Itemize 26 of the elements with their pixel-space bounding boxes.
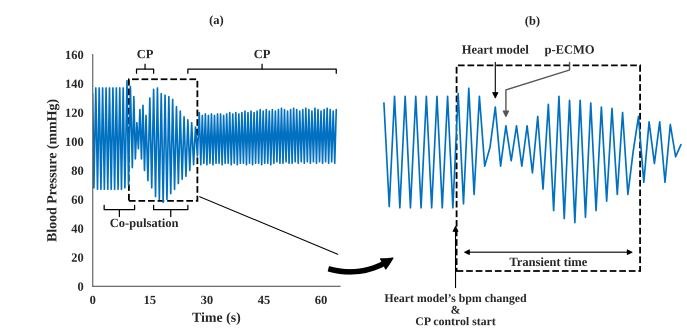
annotation: CP bbox=[137, 50, 154, 58]
y-tick-label: 160 bbox=[66, 50, 84, 60]
text: p-ECMO bbox=[544, 45, 594, 56]
y-tick-label: 140 bbox=[66, 80, 84, 88]
x-tick-label: 30 bbox=[201, 296, 213, 304]
x-tick-label: 15 bbox=[144, 296, 156, 304]
line-series bbox=[92, 80, 338, 204]
y-tick-label: 0 bbox=[78, 282, 84, 291]
y-tick-label: 20 bbox=[72, 253, 84, 262]
y-tick-label: 80 bbox=[72, 166, 84, 175]
x-tick-label: 60 bbox=[315, 296, 327, 304]
y-axis-title: Blood Pressure (mmHg) bbox=[46, 100, 60, 242]
y-tick-label: 40 bbox=[71, 224, 84, 233]
annotation: Co-pulsation bbox=[110, 218, 178, 230]
y-tick-label: 100 bbox=[66, 138, 84, 146]
chart-title: (b) bbox=[525, 16, 540, 28]
x-tick-label: 0 bbox=[90, 296, 96, 304]
x-tick-label: 45 bbox=[258, 296, 270, 304]
annotation: CP bbox=[254, 50, 270, 58]
text: Heart model’s bpm changed & CP control start bbox=[384, 294, 526, 326]
y-tick-label: 60 bbox=[72, 195, 84, 204]
text: Transient time bbox=[510, 257, 587, 266]
chart-title: (a) bbox=[210, 15, 224, 27]
y-tick-label: 120 bbox=[66, 108, 84, 117]
text: Heart model bbox=[462, 44, 529, 54]
x-axis-title: Time (s) bbox=[192, 312, 240, 325]
